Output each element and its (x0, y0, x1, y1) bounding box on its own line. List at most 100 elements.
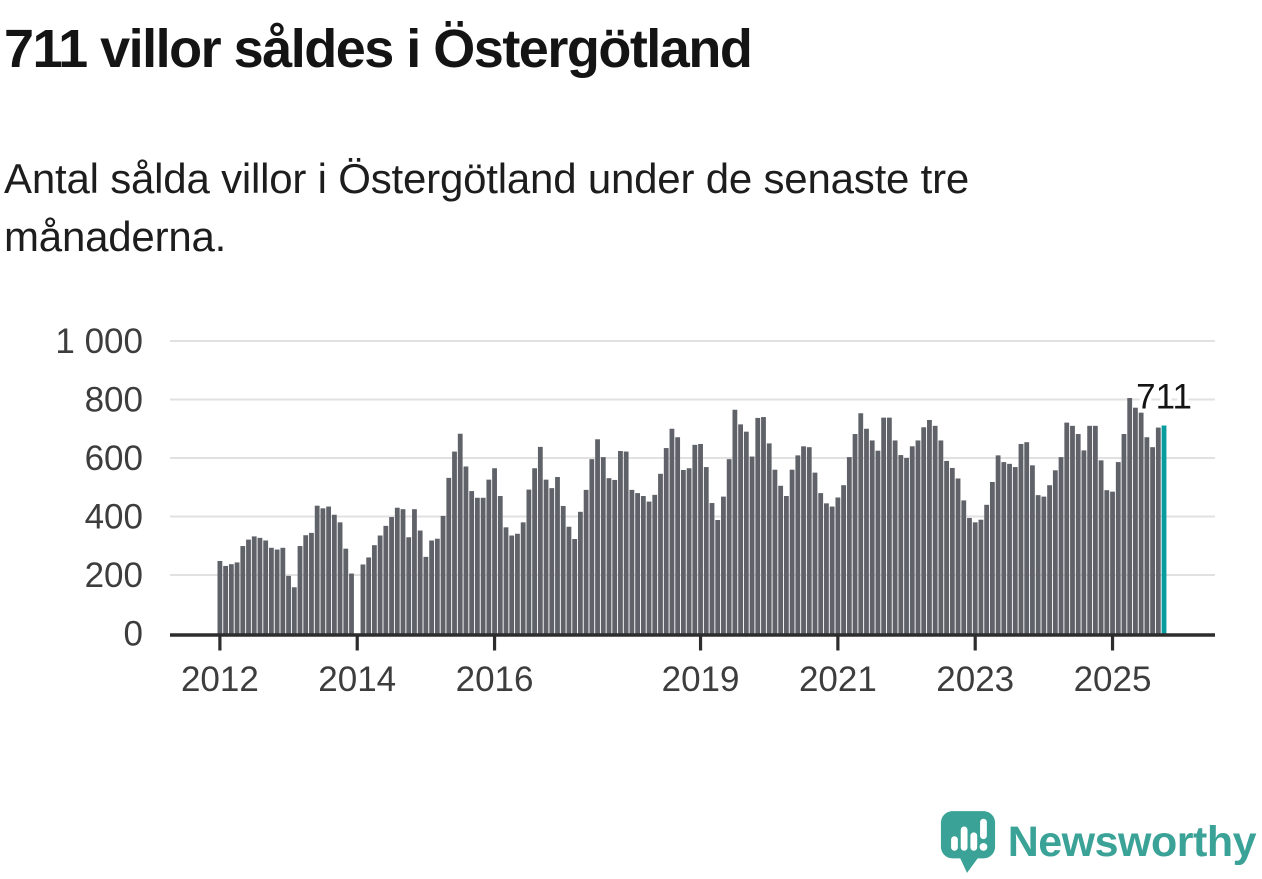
bar (623, 451, 629, 635)
bar (989, 481, 995, 635)
y-tick-label: 400 (85, 498, 143, 537)
chart-bar-small (950, 836, 958, 851)
bar (961, 500, 967, 635)
bar (801, 446, 806, 635)
bar (898, 455, 904, 635)
bar (1035, 495, 1041, 635)
bar (944, 460, 949, 635)
bar (394, 507, 400, 635)
bar (1081, 450, 1087, 635)
bar (864, 428, 869, 635)
x-tick-label: 2014 (318, 660, 396, 699)
bar (698, 443, 703, 635)
x-tick-label: 2019 (662, 660, 740, 699)
bar (995, 455, 1001, 635)
bar (303, 535, 309, 635)
bar (909, 446, 915, 635)
bar (1052, 470, 1058, 635)
bar (795, 455, 801, 635)
bar (1133, 407, 1138, 635)
bar (606, 478, 612, 635)
bar (251, 536, 257, 635)
bar (726, 459, 732, 635)
bar (1047, 485, 1052, 635)
bar (761, 417, 766, 635)
bar (949, 467, 955, 635)
bar (457, 433, 463, 635)
newsworthy-bubble-chart-icon (940, 811, 995, 873)
chart-bar-tall (960, 826, 968, 851)
y-tick-label: 800 (85, 381, 143, 420)
bar (818, 493, 824, 635)
bar (440, 515, 446, 635)
bar (778, 485, 784, 635)
bar (503, 527, 509, 635)
bar (217, 560, 223, 635)
bar (417, 530, 423, 635)
bar (234, 562, 240, 635)
bar (286, 575, 291, 635)
bar (452, 451, 457, 635)
bar (1087, 425, 1093, 635)
bar (1138, 412, 1144, 635)
bar (1104, 490, 1110, 635)
bar (1075, 434, 1081, 635)
bar (337, 522, 343, 635)
bar (612, 479, 618, 635)
bar (520, 522, 526, 635)
bar (755, 417, 761, 635)
bar (715, 520, 721, 635)
bar (412, 509, 417, 635)
bar (1098, 460, 1104, 635)
bar (1070, 425, 1075, 635)
bar (537, 446, 543, 635)
bar (389, 517, 394, 635)
bar (841, 485, 846, 635)
bar (1150, 447, 1155, 635)
bar (1041, 496, 1047, 635)
bar (972, 522, 978, 635)
bar (652, 494, 658, 635)
bar (1155, 427, 1161, 635)
bar (515, 533, 520, 635)
bar (1024, 442, 1030, 635)
bar (646, 501, 652, 635)
bar (829, 506, 835, 635)
bar (377, 535, 383, 635)
bar (824, 503, 829, 635)
bar (1001, 462, 1007, 635)
bar (1115, 462, 1121, 635)
bar (280, 547, 286, 635)
bar (228, 564, 234, 635)
bar (400, 509, 406, 635)
bar (789, 469, 795, 635)
bar (955, 478, 961, 635)
bar (566, 526, 572, 635)
bar (1092, 425, 1098, 635)
bar (549, 488, 555, 635)
bar (927, 419, 932, 635)
bar (886, 417, 892, 635)
bar (555, 477, 560, 635)
bar (543, 479, 549, 635)
bar (892, 440, 898, 635)
bar (1007, 463, 1012, 635)
bar (738, 424, 744, 635)
y-tick-label: 1 000 (55, 322, 143, 361)
bar (686, 468, 692, 635)
bar (1012, 467, 1018, 635)
chart-bar-medium (970, 832, 977, 851)
bar (675, 437, 681, 635)
highlight-bar (1161, 425, 1167, 635)
bar (640, 496, 646, 635)
bar (474, 497, 480, 635)
chart-title: 711 villor såldes i Östergötland (4, 19, 753, 79)
bar (732, 409, 738, 635)
x-tick-label: 2025 (1074, 660, 1152, 699)
bar (577, 511, 583, 635)
bar (967, 517, 972, 635)
bar (766, 443, 772, 635)
bar (772, 469, 778, 635)
bar (291, 587, 297, 635)
